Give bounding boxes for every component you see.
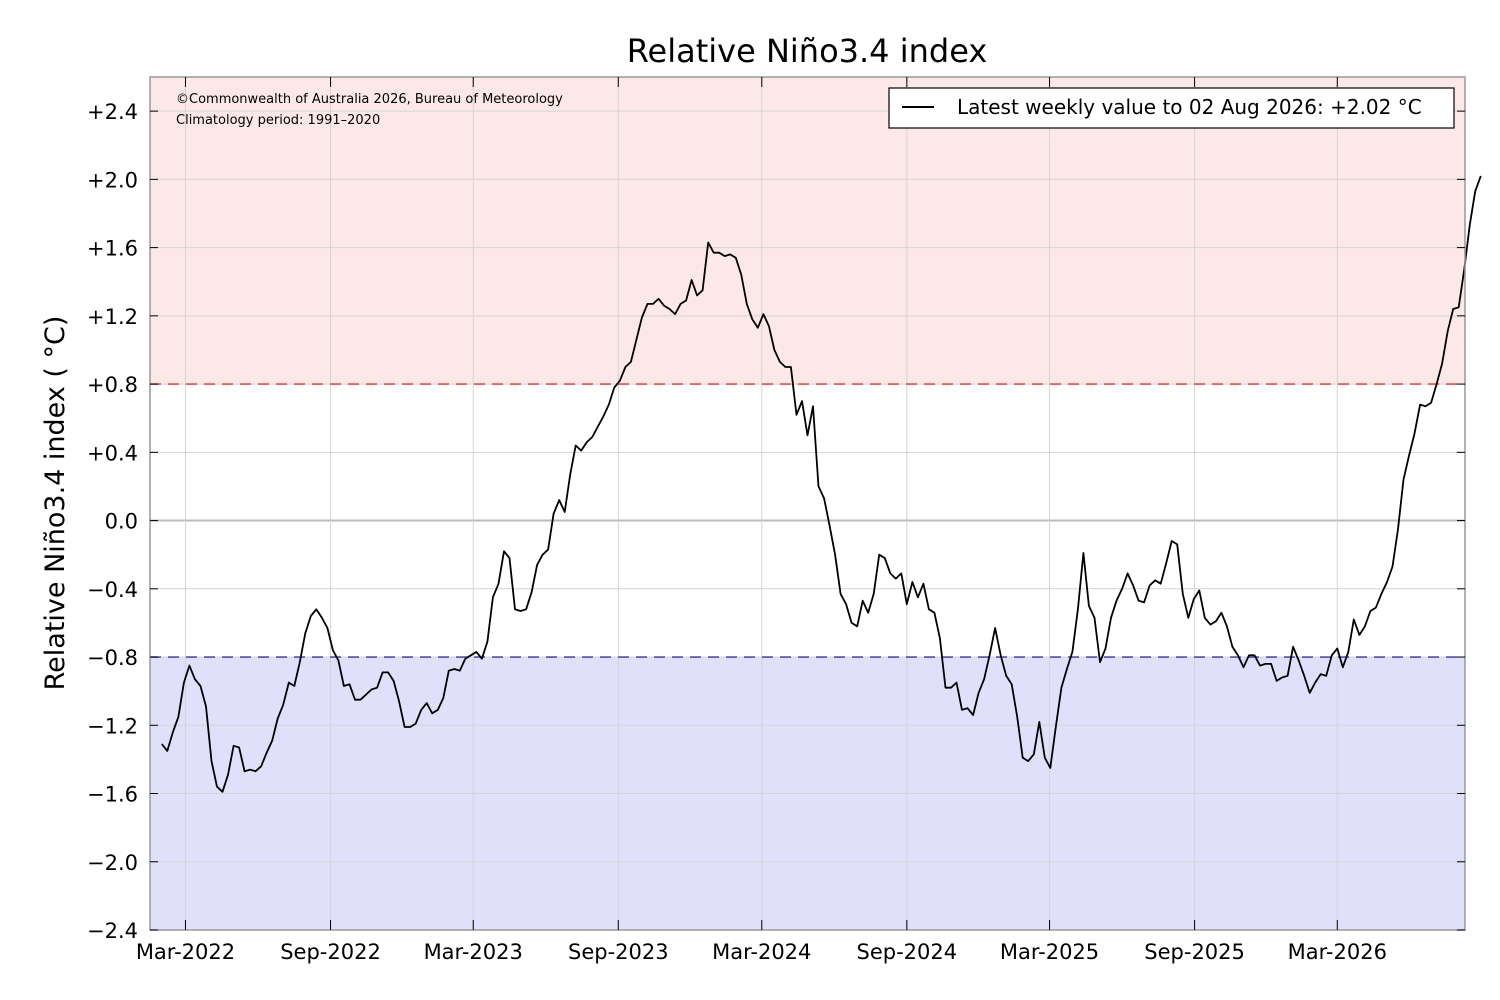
legend-label: Latest weekly value to 02 Aug 2026: +2.0… [957,95,1422,119]
chart-title: Relative Niño3.4 index [627,32,988,70]
y-tick-label: −2.4 [87,919,138,943]
y-tick-label: 0.0 [105,510,138,534]
y-tick-label: +2.4 [87,100,138,124]
y-tick-label: +1.2 [87,305,138,329]
y-tick-label: −0.8 [87,646,138,670]
x-tick-label: Sep-2022 [280,940,381,964]
copyright-annotation: ©Commonwealth of Australia 2026, Bureau … [176,92,563,107]
y-tick-label: −2.0 [87,851,138,875]
x-tick-label: Mar-2026 [1288,940,1387,964]
y-tick-label: +1.6 [87,237,138,261]
index-series-line [161,175,1482,793]
plot-frame [149,76,1466,931]
y-tick-label: +0.4 [87,441,138,465]
x-tick-label: Sep-2023 [568,940,669,964]
x-axis-ticks: Mar-2022 Sep-2022 Mar-2023 Sep-2023 Mar-2024… [136,77,1387,964]
climatology-annotation: Climatology period: 1991–2020 [176,113,380,128]
y-tick-label: −1.2 [87,714,138,738]
legend-box [888,87,1455,129]
y-axis-ticks: +2.4 +2.0 +1.6 +1.2 +0.8 +0.4 0.0 −0.4 −0.8 −1.2 −… [87,100,1465,943]
y-tick-label: +0.8 [87,373,138,397]
x-tick-label: Mar-2024 [712,940,811,964]
series-layer [161,175,1482,793]
x-tick-label: Mar-2025 [1000,940,1099,964]
legend: Latest weekly value to 02 Aug 2026: +2.0… [888,87,1455,129]
x-tick-label: Sep-2024 [857,940,958,964]
y-axis-label: Relative Niño3.4 index ( °C) [40,316,71,691]
y-tick-label: −0.4 [87,578,138,602]
plot-background [150,77,1465,930]
y-tick-label: −1.6 [87,783,138,807]
threshold-lines [150,383,1465,658]
y-tick-label: +2.0 [87,168,138,192]
x-tick-label: Sep-2025 [1144,940,1245,964]
x-tick-label: Mar-2022 [136,940,235,964]
x-tick-label: Mar-2023 [424,940,523,964]
